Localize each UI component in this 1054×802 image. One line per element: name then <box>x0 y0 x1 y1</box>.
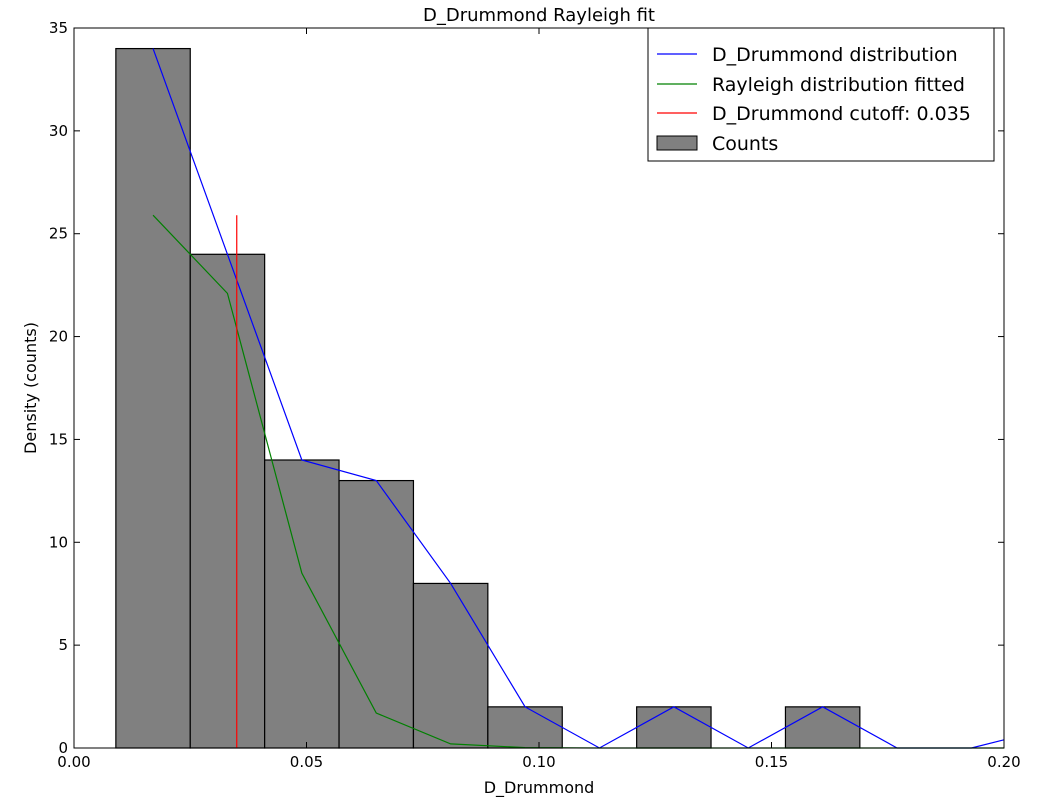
x-tick-label: 0.00 <box>57 753 90 771</box>
y-tick-label: 10 <box>49 533 68 551</box>
legend-swatch-bars <box>656 135 698 151</box>
x-tick-label: 0.20 <box>987 753 1020 771</box>
histogram-bar <box>189 253 266 749</box>
histogram-bar <box>784 706 861 749</box>
histogram-bar <box>412 582 489 749</box>
legend-label-2: D_Drummond cutoff: 0.035 <box>712 103 971 125</box>
legend-box <box>647 27 995 162</box>
y-tick-label: 25 <box>49 225 68 243</box>
histogram-bar <box>264 459 340 749</box>
x-tick-label: 0.05 <box>290 753 323 771</box>
legend: D_Drummond distribution Rayleigh distribu… <box>647 27 995 162</box>
y-axis-label: Density (counts) <box>21 322 40 454</box>
axis-ticks: 0.00 0.05 0.10 0.15 0.20 0 5 10 15 20 25 30 35 <box>49 19 1021 771</box>
histogram-bar <box>115 47 191 749</box>
x-axis-label: D_Drummond <box>484 778 595 798</box>
y-tick-label: 35 <box>49 19 68 37</box>
legend-label-bars: Counts <box>712 133 778 155</box>
y-tick-label: 30 <box>49 122 68 140</box>
y-tick-label: 20 <box>49 328 68 346</box>
y-tick-label: 5 <box>58 636 68 654</box>
x-tick-label: 0.10 <box>522 753 555 771</box>
x-tick-label: 0.15 <box>755 753 788 771</box>
histogram-bar <box>338 479 415 749</box>
legend-label-1: Rayleigh distribution fitted <box>712 74 965 96</box>
histogram-bars <box>115 47 861 749</box>
chart-title: D_Drummond Rayleigh fit <box>423 5 655 26</box>
legend-label-0: D_Drummond distribution <box>712 44 958 66</box>
histogram-bar <box>636 706 712 749</box>
histogram-bar <box>487 706 563 749</box>
y-tick-label: 15 <box>49 430 68 448</box>
y-tick-label: 0 <box>58 739 68 757</box>
